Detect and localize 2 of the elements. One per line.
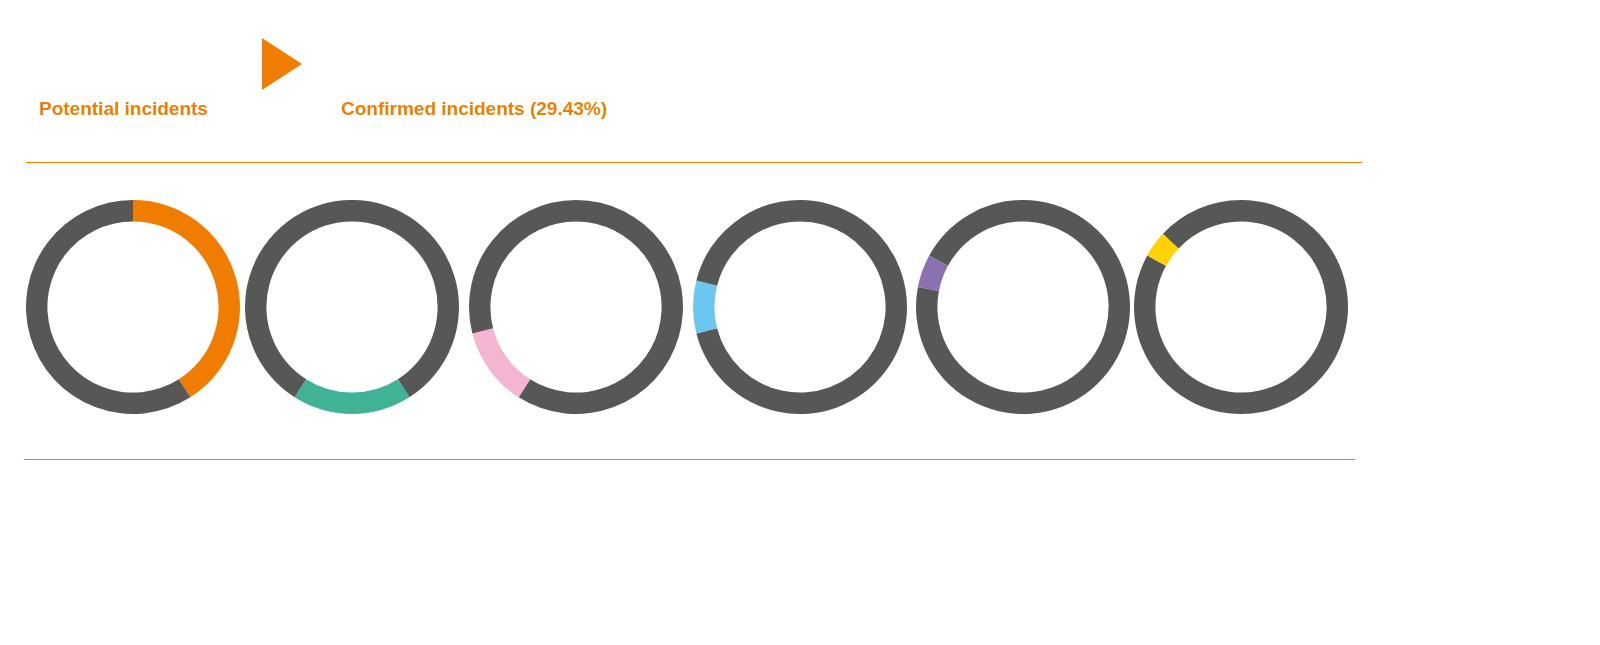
text: Potential incidents [39,98,208,120]
text: Confirmed incidents (29.43%) [341,98,608,120]
